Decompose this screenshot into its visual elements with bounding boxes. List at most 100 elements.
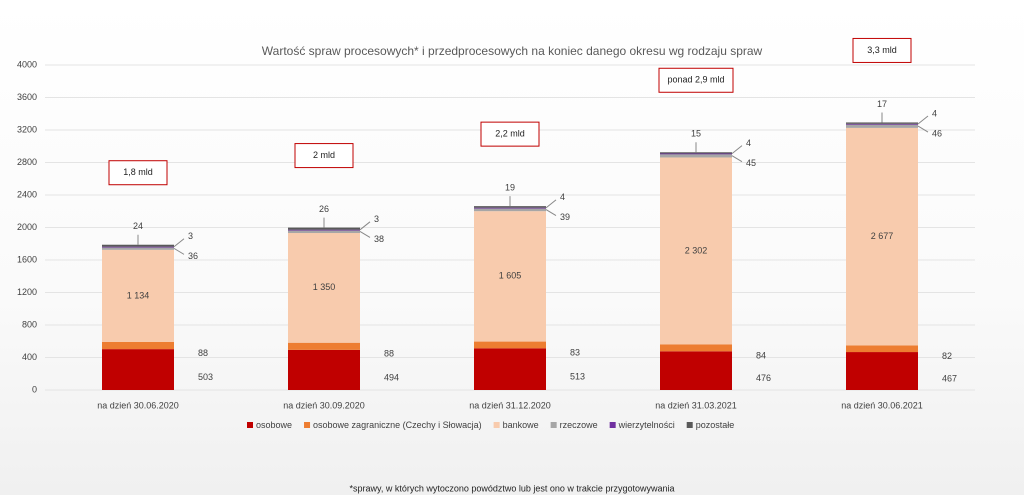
value-label: 4 bbox=[932, 108, 937, 118]
value-label: 88 bbox=[384, 349, 394, 359]
y-tick-label: 1600 bbox=[17, 254, 37, 264]
value-label: 1 350 bbox=[313, 282, 336, 292]
value-label: 476 bbox=[756, 373, 771, 383]
value-label: 26 bbox=[319, 204, 329, 214]
leader-line bbox=[731, 145, 743, 155]
value-label: 15 bbox=[691, 129, 701, 139]
bar-segment bbox=[660, 153, 732, 155]
value-label: 3 bbox=[374, 214, 379, 224]
leader-line bbox=[917, 125, 929, 133]
x-tick-label: na dzień 31.12.2020 bbox=[469, 400, 551, 410]
bar-segment bbox=[474, 208, 546, 212]
y-tick-label: 3600 bbox=[17, 92, 37, 102]
legend-swatch bbox=[609, 422, 616, 428]
leader-line bbox=[917, 115, 929, 125]
value-label: 3 bbox=[188, 231, 193, 241]
bar-segment bbox=[660, 344, 732, 352]
value-label: 503 bbox=[198, 372, 213, 382]
leader-line bbox=[359, 231, 371, 238]
value-label: 4 bbox=[560, 192, 565, 202]
bar-segment bbox=[846, 352, 918, 390]
annotation-box bbox=[658, 67, 734, 93]
y-tick-label: 800 bbox=[22, 319, 37, 329]
value-label: 4 bbox=[746, 138, 751, 148]
bar-segment bbox=[102, 246, 174, 248]
value-label: 513 bbox=[570, 372, 585, 382]
y-tick-label: 2800 bbox=[17, 157, 37, 167]
leader-line bbox=[545, 209, 557, 217]
x-tick-label: na dzień 30.06.2020 bbox=[97, 400, 179, 410]
value-label: 467 bbox=[942, 373, 957, 383]
legend-swatch bbox=[247, 422, 253, 428]
value-label: 494 bbox=[384, 372, 399, 382]
bar-segment bbox=[102, 349, 174, 390]
bar-segment bbox=[474, 207, 546, 209]
annotation-box bbox=[480, 121, 540, 147]
bar-segment bbox=[660, 157, 732, 345]
bar-segment bbox=[102, 249, 174, 342]
bar-segment bbox=[288, 349, 360, 390]
legend-label: pozostałe bbox=[696, 420, 735, 430]
value-label: 46 bbox=[932, 128, 942, 138]
value-label: 88 bbox=[198, 348, 208, 358]
y-tick-label: 2000 bbox=[17, 222, 37, 232]
leader-line bbox=[731, 155, 743, 163]
y-tick-label: 0 bbox=[32, 384, 37, 394]
y-tick-label: 1200 bbox=[17, 287, 37, 297]
value-label: 38 bbox=[374, 234, 384, 244]
y-tick-label: 3200 bbox=[17, 124, 37, 134]
bar-segment bbox=[288, 342, 360, 350]
bar-segment bbox=[474, 206, 546, 208]
bar-segment bbox=[846, 124, 918, 128]
x-tick-label: na dzień 30.06.2021 bbox=[841, 400, 923, 410]
bar-segment bbox=[474, 211, 546, 342]
bar-segment bbox=[288, 229, 360, 231]
leader-line bbox=[173, 247, 185, 255]
bar-segment bbox=[846, 127, 918, 346]
annotation: ponad 2,9 mld bbox=[667, 75, 724, 85]
leader-line bbox=[359, 221, 371, 231]
leader-line bbox=[173, 238, 185, 248]
bar-segment bbox=[102, 244, 174, 247]
value-label: 1 605 bbox=[499, 271, 522, 281]
legend-label: osobowe zagraniczne (Czechy i Słowacja) bbox=[313, 420, 482, 430]
legend-label: wierzytelności bbox=[618, 420, 675, 430]
x-tick-label: na dzień 30.09.2020 bbox=[283, 400, 365, 410]
value-label: 24 bbox=[133, 221, 143, 231]
bar-segment bbox=[288, 229, 360, 234]
value-label: 1 134 bbox=[127, 290, 150, 300]
value-label: 84 bbox=[756, 350, 766, 360]
y-tick-label: 400 bbox=[22, 352, 37, 362]
legend-label: osobowe bbox=[256, 420, 292, 430]
bar-segment bbox=[846, 122, 918, 124]
bar-segment bbox=[102, 341, 174, 350]
bar-segment bbox=[846, 345, 918, 353]
annotation-box bbox=[852, 37, 912, 63]
annotation: 2,2 mld bbox=[495, 129, 525, 139]
annotation: 1,8 mld bbox=[123, 167, 153, 177]
annotation: 2 mld bbox=[313, 150, 335, 160]
value-label: 45 bbox=[746, 158, 756, 168]
y-tick-label: 2400 bbox=[17, 189, 37, 199]
bar-segment bbox=[474, 341, 546, 349]
legend-swatch bbox=[304, 422, 311, 428]
bar-segment bbox=[474, 348, 546, 390]
annotation: 3,3 mld bbox=[867, 45, 897, 55]
chart-title: Wartość spraw procesowych* i przedproces… bbox=[262, 44, 763, 58]
legend-swatch bbox=[493, 422, 500, 428]
value-label: 2 677 bbox=[871, 231, 894, 241]
legend-swatch bbox=[686, 422, 693, 428]
value-label: 17 bbox=[877, 99, 887, 109]
value-label: 2 302 bbox=[685, 245, 708, 255]
bar-segment bbox=[660, 153, 732, 158]
value-label: 82 bbox=[942, 351, 952, 361]
value-label: 83 bbox=[570, 347, 580, 357]
annotation-box bbox=[294, 143, 354, 169]
bar-segment bbox=[660, 152, 732, 154]
bar-segment bbox=[102, 246, 174, 250]
value-label: 19 bbox=[505, 183, 515, 193]
legend-swatch bbox=[550, 422, 557, 428]
value-label: 36 bbox=[188, 251, 198, 261]
value-label: 39 bbox=[560, 212, 570, 222]
